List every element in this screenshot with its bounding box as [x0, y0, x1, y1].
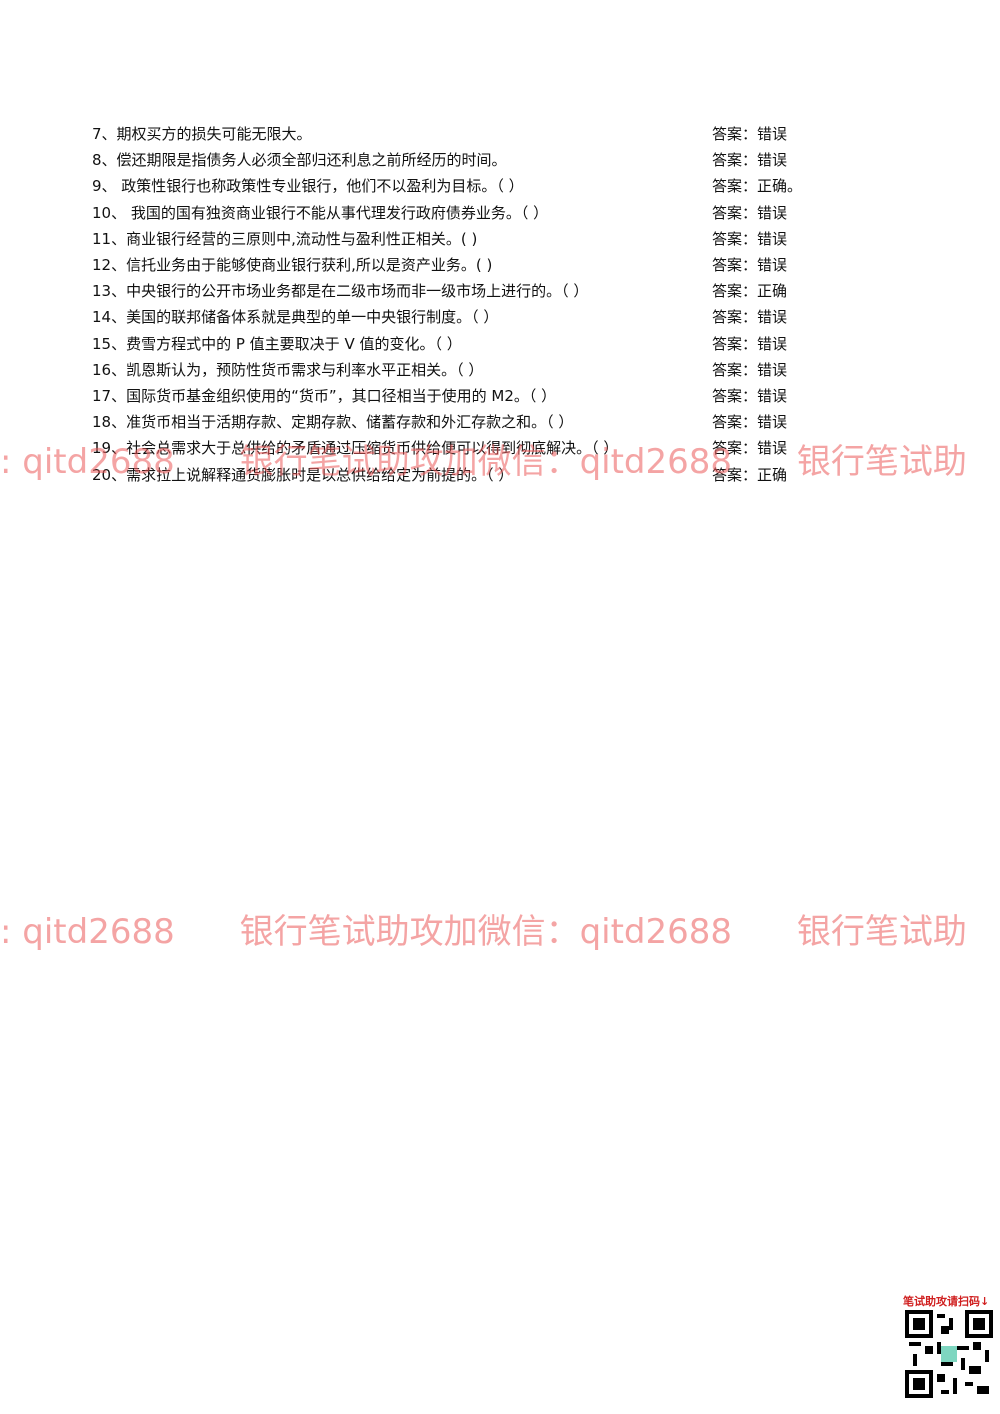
answer: 答案：错误: [712, 360, 788, 379]
question-text: 10、 我国的国有独资商业银行不能从事代理发行政府债券业务。（ ）: [92, 203, 549, 222]
answer: 答案：错误: [712, 125, 788, 143]
question-text: 14、美国的联邦储备体系就是典型的单一中央银行制度。（ ）: [92, 308, 499, 327]
qr-code: [905, 1310, 993, 1398]
question-text: 8、偿还期限是指债务人必须全部归还利息之前所经历的时间。: [92, 151, 507, 170]
answer: 答案：错误: [712, 229, 788, 248]
question-text: 13、中央银行的公开市场业务都是在二级市场而非一级市场上进行的。（ ）: [92, 282, 589, 301]
answer: 答案：正确: [712, 465, 788, 484]
answer: 答案：正确: [712, 282, 788, 301]
answer: 答案：正确。: [712, 177, 803, 196]
question-text: 18、准货币相当于活期存款、定期存款、储蓄存款和外汇存款之和。（ ）: [92, 413, 574, 432]
question-text: 7、期权买方的损失可能无限大。: [92, 125, 312, 143]
question-text: 17、国际货币基金组织使用的“货币”，其口径相当于使用的 M2。（ ）: [92, 387, 557, 405]
answer: 答案：错误: [712, 439, 788, 458]
question-text: 19、社会总需求大于总供给的矛盾通过压缩货币供给便可以得到彻底解决。（ ）: [92, 439, 619, 458]
question-text: 16、凯恩斯认为，预防性货币需求与利率水平正相关。（ ）: [92, 360, 484, 379]
answer: 答案：错误: [712, 334, 788, 353]
watermark: : qitd2688 银行笔试助攻加微信：qitd2688 银行笔试助: [0, 912, 967, 952]
answer: 答案：错误: [712, 308, 788, 327]
question-text: 20、需求拉上说解释通货膨胀时是以总供给给定为前提的。（ ）: [92, 465, 514, 484]
answer: 答案：错误: [712, 387, 788, 405]
question-text: 15、费雪方程式中的 P 值主要取决于 V 值的变化。（ ）: [92, 334, 462, 353]
qr-label: 笔试助攻请扫码↓: [903, 1295, 990, 1308]
answer: 答案：错误: [712, 256, 788, 274]
question-text: 12、信托业务由于能够使商业银行获利,所以是资产业务。( ): [92, 256, 493, 274]
question-text: 9、 政策性银行也称政策性专业银行，他们不以盈利为目标。（ ）: [92, 177, 524, 196]
answer: 答案：错误: [712, 203, 788, 222]
question-text: 11、商业银行经营的三原则中,流动性与盈利性正相关。( ): [92, 229, 478, 248]
answer: 答案：错误: [712, 151, 788, 170]
answer: 答案：错误: [712, 413, 788, 432]
